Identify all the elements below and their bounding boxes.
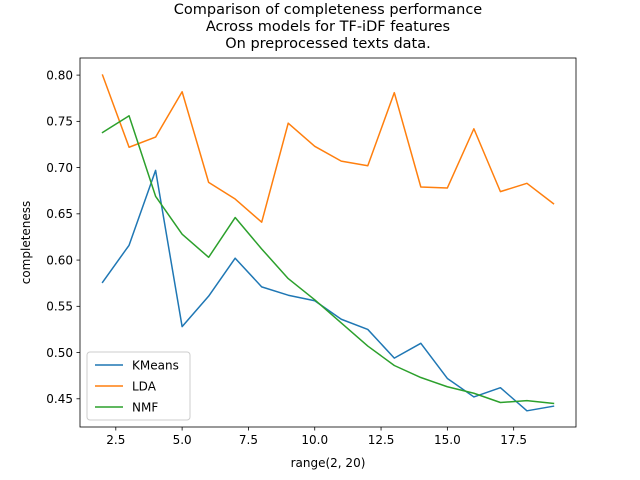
y-tick-label: 0.45 bbox=[46, 392, 73, 406]
chart-title-line: Comparison of completeness performance bbox=[174, 2, 483, 18]
x-tick-label: 10.0 bbox=[301, 433, 328, 447]
x-axis-label: range(2, 20) bbox=[291, 456, 366, 470]
y-tick-label: 0.70 bbox=[46, 161, 73, 175]
legend: KMeans LDA NMF bbox=[86, 351, 191, 421]
axes: 2.5 5.0 7.5 10.0 12.5 15.0 17.5 0.45 0.50 0.55 0.6… bbox=[46, 57, 577, 447]
x-tick-label: 17.5 bbox=[500, 433, 527, 447]
legend-box bbox=[86, 351, 191, 421]
y-tick-label: 0.55 bbox=[46, 300, 73, 314]
legend-label-lda: LDA bbox=[132, 379, 157, 393]
y-axis-label: completeness bbox=[19, 201, 33, 285]
axes-frame bbox=[79, 57, 577, 428]
x-tick-label: 5.0 bbox=[173, 433, 192, 447]
y-tick-label: 0.65 bbox=[46, 207, 73, 221]
chart-title-line: Across models for TF-iDF features bbox=[206, 19, 450, 35]
y-tick-label: 0.50 bbox=[46, 346, 73, 360]
x-tick-label: 2.5 bbox=[106, 433, 125, 447]
legend-label-nmf: NMF bbox=[132, 400, 158, 414]
legend-label-kmeans: KMeans bbox=[132, 358, 179, 372]
plot-area bbox=[101, 74, 555, 412]
series-line-lda bbox=[101, 74, 555, 223]
chart-title-line: On preprocessed texts data. bbox=[225, 36, 431, 52]
y-tick-label: 0.80 bbox=[46, 68, 73, 82]
y-tick-label: 0.60 bbox=[46, 253, 73, 267]
series-line-nmf bbox=[101, 115, 555, 405]
x-tick-label: 12.5 bbox=[368, 433, 395, 447]
x-tick-label: 7.5 bbox=[239, 433, 258, 447]
chart-title: Comparison of completeness performanceAc… bbox=[174, 2, 483, 52]
y-tick-label: 0.75 bbox=[46, 115, 73, 129]
x-tick-label: 15.0 bbox=[434, 433, 461, 447]
